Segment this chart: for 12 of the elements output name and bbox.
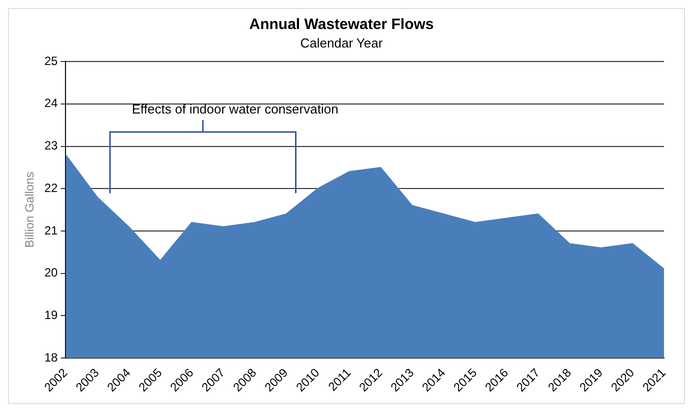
y-tick-label: 20 [44, 266, 58, 280]
y-tick-label: 25 [44, 54, 58, 68]
y-tick-label: 18 [44, 350, 58, 364]
y-tick-label: 24 [44, 96, 58, 110]
annotation: Effects of indoor water conservation [132, 102, 338, 117]
y-tick-label: 23 [44, 138, 58, 153]
y-tick-label: 21 [44, 223, 58, 238]
y-axis-title: Billion Gallons [22, 172, 37, 248]
chart-title: Annual Wastewater Flows [249, 16, 434, 34]
chart-subtitle: Calendar Year [300, 35, 384, 50]
y-tick-label: 19 [44, 308, 58, 322]
y-tick-label: 22 [44, 180, 58, 195]
